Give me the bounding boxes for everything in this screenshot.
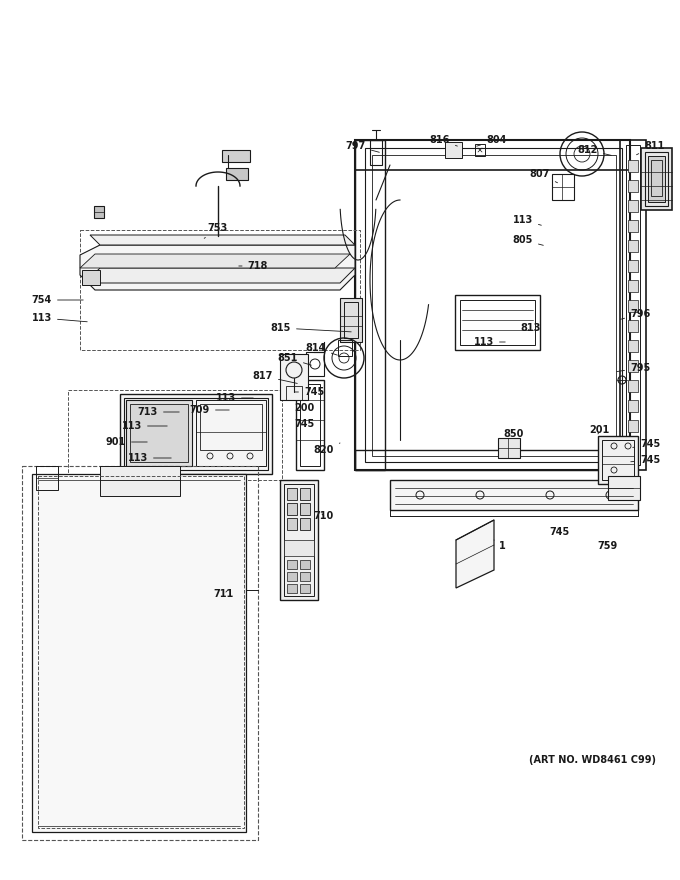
Text: 815: 815 xyxy=(271,323,352,333)
Polygon shape xyxy=(287,488,297,500)
Text: 201: 201 xyxy=(590,425,610,435)
Polygon shape xyxy=(126,400,192,466)
Polygon shape xyxy=(628,240,638,252)
Polygon shape xyxy=(90,235,355,245)
Polygon shape xyxy=(287,572,297,581)
Polygon shape xyxy=(628,180,638,192)
Polygon shape xyxy=(628,340,638,352)
Polygon shape xyxy=(498,438,520,458)
Polygon shape xyxy=(280,480,318,600)
Text: 797: 797 xyxy=(345,141,379,152)
Polygon shape xyxy=(222,150,250,162)
Polygon shape xyxy=(628,300,638,312)
Polygon shape xyxy=(628,220,638,232)
Polygon shape xyxy=(628,280,638,292)
Polygon shape xyxy=(300,488,310,500)
Text: 820: 820 xyxy=(313,443,340,455)
Text: 113: 113 xyxy=(216,393,253,403)
Text: 850: 850 xyxy=(504,429,524,439)
Text: 813: 813 xyxy=(521,323,541,333)
Polygon shape xyxy=(287,503,297,515)
Text: 812: 812 xyxy=(577,145,611,156)
Text: 710: 710 xyxy=(313,511,334,521)
Polygon shape xyxy=(80,254,350,268)
Polygon shape xyxy=(628,360,638,372)
Polygon shape xyxy=(300,518,310,530)
Polygon shape xyxy=(628,400,638,412)
Text: 805: 805 xyxy=(513,235,543,246)
Text: 795: 795 xyxy=(617,363,650,373)
Text: 851: 851 xyxy=(277,353,311,365)
Polygon shape xyxy=(300,560,310,569)
Text: 709: 709 xyxy=(190,405,229,415)
Polygon shape xyxy=(648,156,665,202)
Text: 796: 796 xyxy=(621,309,650,319)
Polygon shape xyxy=(287,560,297,569)
Polygon shape xyxy=(287,584,297,593)
Text: 754: 754 xyxy=(32,295,83,305)
Text: 745: 745 xyxy=(294,419,314,429)
Polygon shape xyxy=(300,584,310,593)
Polygon shape xyxy=(628,200,638,212)
Polygon shape xyxy=(226,168,248,180)
Text: 816: 816 xyxy=(430,135,458,146)
Polygon shape xyxy=(280,354,308,400)
Polygon shape xyxy=(628,440,638,452)
Text: 113: 113 xyxy=(474,337,505,347)
Text: 113: 113 xyxy=(122,421,167,431)
Polygon shape xyxy=(608,476,640,500)
Text: 901: 901 xyxy=(106,437,148,447)
Text: 711: 711 xyxy=(214,589,234,599)
Text: 811: 811 xyxy=(636,141,664,155)
Text: 745: 745 xyxy=(632,439,660,449)
Polygon shape xyxy=(94,206,104,218)
Polygon shape xyxy=(130,404,188,462)
Polygon shape xyxy=(628,380,638,392)
Text: 753: 753 xyxy=(204,223,228,238)
Polygon shape xyxy=(456,520,494,588)
Polygon shape xyxy=(300,572,310,581)
Text: 713: 713 xyxy=(138,407,180,417)
Text: 814: 814 xyxy=(305,343,337,356)
Text: 718: 718 xyxy=(239,261,268,271)
Text: 113: 113 xyxy=(513,215,541,225)
Polygon shape xyxy=(32,474,246,832)
Polygon shape xyxy=(628,320,638,332)
Text: 817: 817 xyxy=(253,371,297,384)
Text: 745: 745 xyxy=(294,387,324,397)
Polygon shape xyxy=(340,298,362,342)
Polygon shape xyxy=(628,420,638,432)
Polygon shape xyxy=(82,270,100,285)
Polygon shape xyxy=(598,436,638,484)
Text: 113: 113 xyxy=(128,453,171,463)
Text: 745: 745 xyxy=(631,455,660,465)
Polygon shape xyxy=(100,466,180,496)
Text: 1: 1 xyxy=(494,540,506,551)
Polygon shape xyxy=(287,518,297,530)
Polygon shape xyxy=(628,160,638,172)
Polygon shape xyxy=(300,503,310,515)
Text: (ART NO. WD8461 C99): (ART NO. WD8461 C99) xyxy=(529,755,656,765)
Text: 759: 759 xyxy=(598,541,618,551)
Polygon shape xyxy=(284,540,314,556)
Text: 200: 200 xyxy=(294,403,314,413)
Polygon shape xyxy=(80,245,355,290)
Polygon shape xyxy=(445,142,462,158)
Polygon shape xyxy=(641,148,672,210)
Text: 113: 113 xyxy=(32,313,87,323)
Text: 807: 807 xyxy=(530,169,558,183)
Polygon shape xyxy=(120,394,272,474)
Polygon shape xyxy=(628,260,638,272)
Text: 804: 804 xyxy=(477,135,507,146)
Polygon shape xyxy=(85,268,355,283)
Text: 745: 745 xyxy=(549,527,570,537)
Polygon shape xyxy=(390,480,638,510)
